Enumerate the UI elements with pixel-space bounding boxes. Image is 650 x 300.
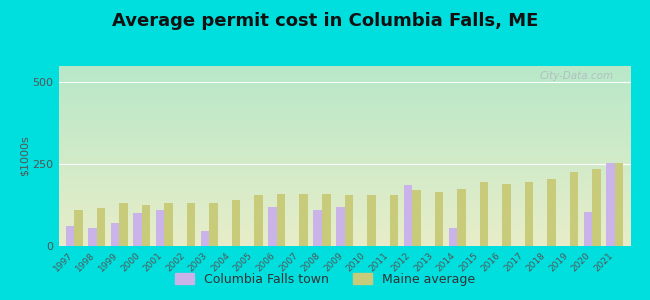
Bar — [254, 195, 263, 246]
Bar — [201, 231, 209, 246]
Bar — [120, 203, 128, 246]
Bar — [277, 194, 285, 246]
Bar — [156, 210, 164, 246]
Bar — [300, 194, 308, 246]
Bar — [448, 228, 457, 246]
Bar — [606, 163, 615, 246]
Bar — [389, 195, 398, 246]
Bar — [164, 203, 173, 246]
Bar — [232, 200, 240, 246]
Bar — [313, 210, 322, 246]
Bar — [344, 195, 353, 246]
Bar — [404, 185, 412, 246]
Bar — [615, 163, 623, 246]
Bar — [133, 213, 142, 246]
Bar — [209, 203, 218, 246]
Bar — [268, 207, 277, 246]
Bar — [322, 194, 331, 246]
Bar — [367, 195, 376, 246]
Bar — [435, 192, 443, 246]
Bar — [187, 203, 196, 246]
Bar — [88, 228, 97, 246]
Bar — [525, 182, 533, 246]
Bar — [502, 184, 511, 246]
Text: Average permit cost in Columbia Falls, ME: Average permit cost in Columbia Falls, M… — [112, 12, 538, 30]
Bar — [74, 210, 83, 246]
Bar — [584, 212, 592, 246]
Bar — [569, 172, 578, 246]
Bar — [412, 190, 421, 246]
Text: City-Data.com: City-Data.com — [540, 71, 614, 81]
Bar — [97, 208, 105, 246]
Bar — [66, 226, 74, 246]
Legend: Columbia Falls town, Maine average: Columbia Falls town, Maine average — [170, 268, 480, 291]
Bar — [592, 169, 601, 246]
Y-axis label: $1000s: $1000s — [20, 136, 30, 176]
Bar — [480, 182, 488, 246]
Bar — [547, 179, 556, 246]
Bar — [111, 223, 120, 246]
Bar — [457, 189, 465, 246]
Bar — [336, 207, 344, 246]
Bar — [142, 205, 150, 246]
